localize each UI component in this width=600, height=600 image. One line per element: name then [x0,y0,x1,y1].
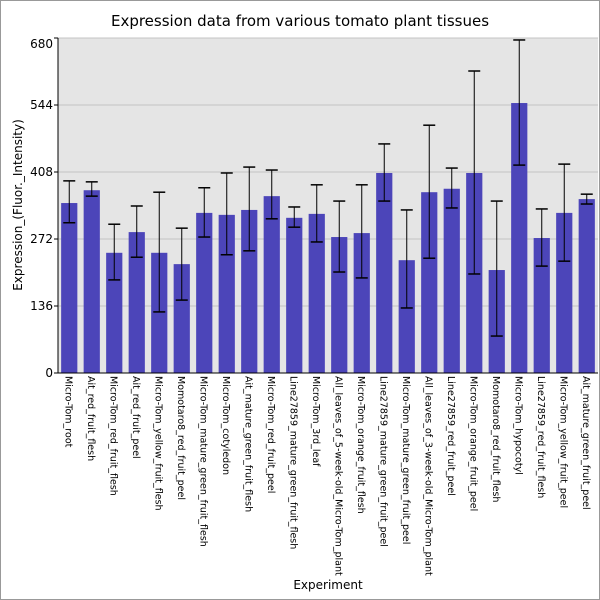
x-tick-label: Micro-Tom_hypocotyl [512,376,523,475]
bar [376,172,393,373]
error-bar [558,163,571,262]
x-tick-label: Micro-Tom_orange_fruit_peel [467,376,478,511]
bar [556,212,573,373]
y-tick-label: 544 [30,98,53,112]
x-tick-label: Micro-Tom_red_fruit_peel [265,376,276,493]
x-tick-label: Micro-Tom_mature_green_fruit_peel [400,376,411,544]
error-bar [400,209,413,309]
error-bar [580,193,593,205]
bar [173,264,190,373]
bar [263,196,280,373]
bar [128,232,145,373]
bar [106,252,123,373]
bar [83,190,100,373]
x-axis-label: Experiment [293,578,363,592]
y-tick-label: 272 [30,232,53,246]
bar [421,192,438,373]
y-tick-label: 680 [30,37,53,51]
error-bar [243,166,256,252]
error-bar [468,70,481,275]
bar [398,260,415,373]
x-tick-label: Ait_red_fruit_peel [130,376,141,459]
y-tick-label: 408 [30,165,53,179]
error-bar [355,184,368,279]
x-tick-label: Micro-Tom_orange_fruit_flesh [355,376,366,514]
x-tick-label: Micro-Tom_yellow_fruit_peel [557,376,568,508]
error-bar [130,205,143,258]
y-tick-label: 136 [30,299,53,313]
error-bar [333,200,346,273]
bar [533,238,550,373]
bar [578,199,595,373]
x-tick-label: Line27859_mature_green_fruit_peel [377,376,388,547]
error-bar [85,181,98,197]
error-bar [535,208,548,267]
error-bar [108,223,121,281]
error-bar [423,124,436,259]
error-bar [175,227,188,301]
x-tick-label: Micro-Tom_red_fruit_flesh [107,376,118,496]
x-tick-label: Ait_mature_green_fruit_flesh [242,376,253,512]
y-axis-label: Expression_(Fluor._Intensity) [11,119,25,291]
bar [308,213,325,373]
error-bar [490,200,503,337]
bar [151,252,168,373]
chart-title: Expression data from various tomato plan… [111,12,489,30]
error-bar [513,39,526,166]
error-bar [378,143,391,202]
x-tick-label: Micro-Tom_cotyledon [220,376,231,475]
error-bar [288,206,301,228]
x-tick-label: All_leaves_of_3-week-old_Micro-Tom_plant [422,376,433,576]
x-tick-label: Momotaro8_red_fruit_peel [175,376,186,500]
error-bar [198,187,211,238]
y-tick-label: 0 [45,366,53,380]
bar [196,212,213,373]
bar [443,188,460,373]
x-tick-label: Line27859_red_fruit_flesh [535,376,546,498]
x-tick-label: Line27859_red_fruit_peel [445,376,456,496]
x-tick-label: Ait_red_fruit_flesh [85,376,96,461]
x-tick-label: Micro-Tom_3rd_leaf [310,376,321,467]
bar [353,233,370,373]
x-tick-label: Line27859_mature_green_fruit_flesh [287,376,298,549]
x-tick-label: Micro-Tom_root [62,376,73,448]
bar [61,203,78,373]
bar [286,217,303,373]
plot-area [58,38,598,373]
x-tick-label: Momotaro8_red_fruit_flesh [490,376,501,502]
error-bar [265,169,278,220]
bar [331,237,348,373]
error-bar [63,180,76,224]
error-bar [310,184,323,243]
x-tick-label: Ait_mature_green_fruit_peel [580,376,591,510]
x-tick-label: Micro-Tom_yellow_fruit_flesh [152,376,163,511]
error-bar [220,172,233,256]
error-bar [445,167,458,209]
x-tick-label: Micro-Tom_mature_green_fruit_flesh [197,376,208,547]
error-bar [153,191,166,313]
x-tick-label: All_leaves_of_5-week-old_Micro-Tom_plant [332,376,343,576]
bar [511,103,528,373]
